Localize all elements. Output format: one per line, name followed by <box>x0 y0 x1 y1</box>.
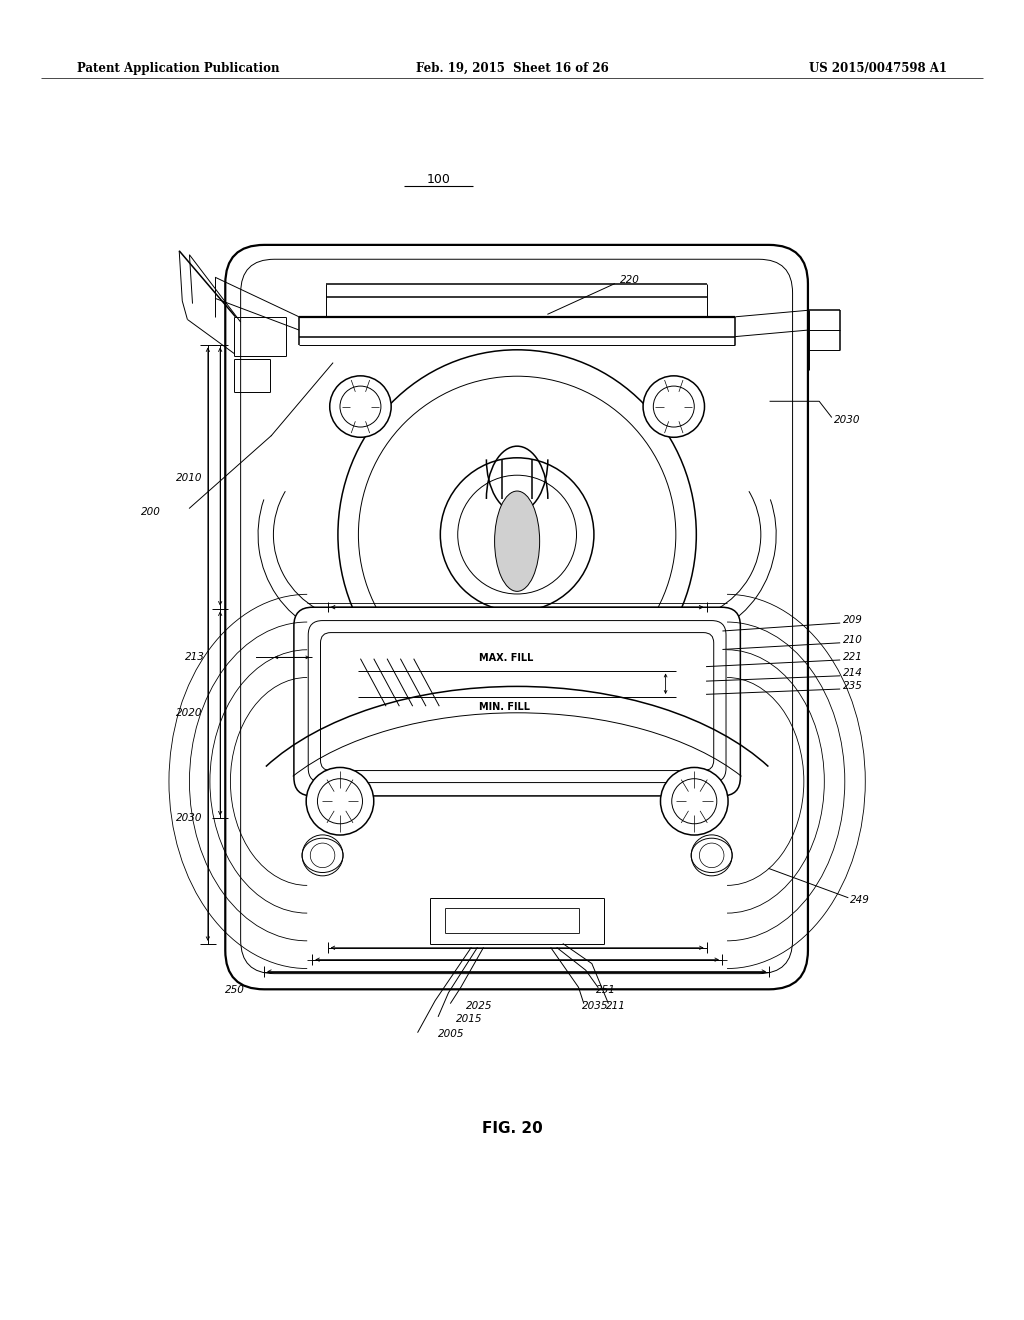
Circle shape <box>660 767 728 836</box>
Circle shape <box>330 376 391 437</box>
Text: 2025: 2025 <box>466 1001 493 1011</box>
Text: 213: 213 <box>185 652 205 663</box>
Text: 251: 251 <box>596 985 615 995</box>
FancyBboxPatch shape <box>294 607 740 796</box>
Text: Patent Application Publication: Patent Application Publication <box>77 62 280 75</box>
Text: 2005: 2005 <box>438 1028 465 1039</box>
Text: 209: 209 <box>843 615 862 626</box>
Text: 211: 211 <box>606 1001 626 1011</box>
Circle shape <box>302 834 343 876</box>
Text: 210: 210 <box>843 635 862 645</box>
Text: 220: 220 <box>620 275 639 285</box>
Text: 214: 214 <box>843 668 862 678</box>
Ellipse shape <box>495 491 540 591</box>
Text: 235: 235 <box>843 681 862 692</box>
Text: MIN. FILL: MIN. FILL <box>479 702 530 713</box>
Text: FIG. 20: FIG. 20 <box>481 1121 543 1137</box>
Circle shape <box>643 376 705 437</box>
Text: 2010: 2010 <box>176 473 203 483</box>
Text: 200: 200 <box>141 507 161 517</box>
Text: Feb. 19, 2015  Sheet 16 of 26: Feb. 19, 2015 Sheet 16 of 26 <box>416 62 608 75</box>
Text: 2015: 2015 <box>456 1014 482 1024</box>
Text: 100: 100 <box>426 173 451 186</box>
Text: 2030: 2030 <box>176 813 203 824</box>
FancyBboxPatch shape <box>225 246 808 989</box>
Text: MAX. FILL: MAX. FILL <box>479 652 534 663</box>
Circle shape <box>440 458 594 611</box>
Text: 249: 249 <box>850 895 869 906</box>
Text: 2035: 2035 <box>582 1001 608 1011</box>
Text: 221: 221 <box>843 652 862 663</box>
Circle shape <box>306 767 374 836</box>
Text: US 2015/0047598 A1: US 2015/0047598 A1 <box>809 62 947 75</box>
Text: 2030: 2030 <box>834 414 860 425</box>
Text: 250: 250 <box>225 985 245 995</box>
Circle shape <box>691 834 732 876</box>
Text: 2020: 2020 <box>176 708 203 718</box>
